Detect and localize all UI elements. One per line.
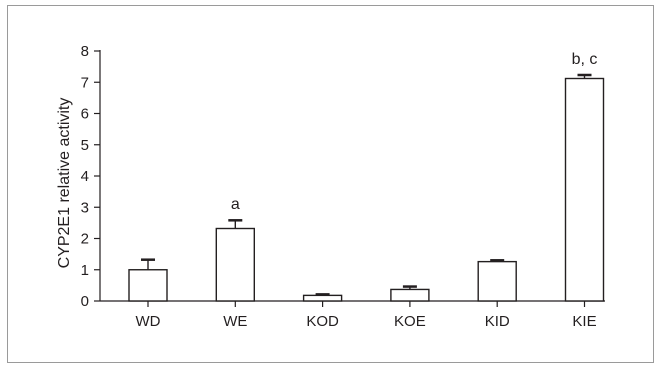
bars xyxy=(128,73,605,302)
x-axis-ticks: WD WE KOD KOE KID KIE xyxy=(136,301,597,330)
error-cap-kod xyxy=(315,293,330,296)
error-cap-kid xyxy=(490,259,505,262)
bar-kid xyxy=(477,260,517,302)
y-axis-ticks: 0 1 2 3 4 5 6 7 8 xyxy=(81,43,100,310)
x-tick-label-wd: WD xyxy=(136,313,161,330)
annotation-kie: b, c xyxy=(572,51,598,68)
y-tick-label: 0 xyxy=(81,293,89,310)
y-tick-label: 4 xyxy=(81,168,89,185)
y-tick-label: 8 xyxy=(81,43,89,60)
chart-frame xyxy=(7,5,654,363)
x-tick-label-we: WE xyxy=(223,313,247,330)
y-tick-label: 3 xyxy=(81,199,89,216)
y-axis-label: CYP2E1 relative activity xyxy=(56,98,73,269)
y-tick-label: 5 xyxy=(81,137,89,154)
bar-kod xyxy=(302,294,343,302)
annotations: a b, c xyxy=(231,51,598,213)
x-tick-label-kid: KID xyxy=(485,313,510,330)
error-cap-wd xyxy=(141,258,155,261)
y-tick-label: 7 xyxy=(81,74,89,91)
axes xyxy=(99,50,605,302)
y-tick-label: 1 xyxy=(81,262,89,279)
bar-wd xyxy=(128,269,168,302)
error-cap-kie xyxy=(577,73,592,77)
y-tick-label: 2 xyxy=(81,231,89,248)
error-cap-we xyxy=(228,219,243,222)
error-cap-koe xyxy=(402,285,417,288)
x-tick-label-koe: KOE xyxy=(394,313,426,330)
bar-we xyxy=(215,227,256,302)
x-tick-label-kie: KIE xyxy=(572,313,596,330)
bar-kie xyxy=(564,77,605,302)
y-tick-label: 6 xyxy=(81,106,89,123)
x-tick-label-kod: KOD xyxy=(306,313,339,330)
annotation-we: a xyxy=(231,196,240,213)
bar-koe xyxy=(390,288,430,302)
